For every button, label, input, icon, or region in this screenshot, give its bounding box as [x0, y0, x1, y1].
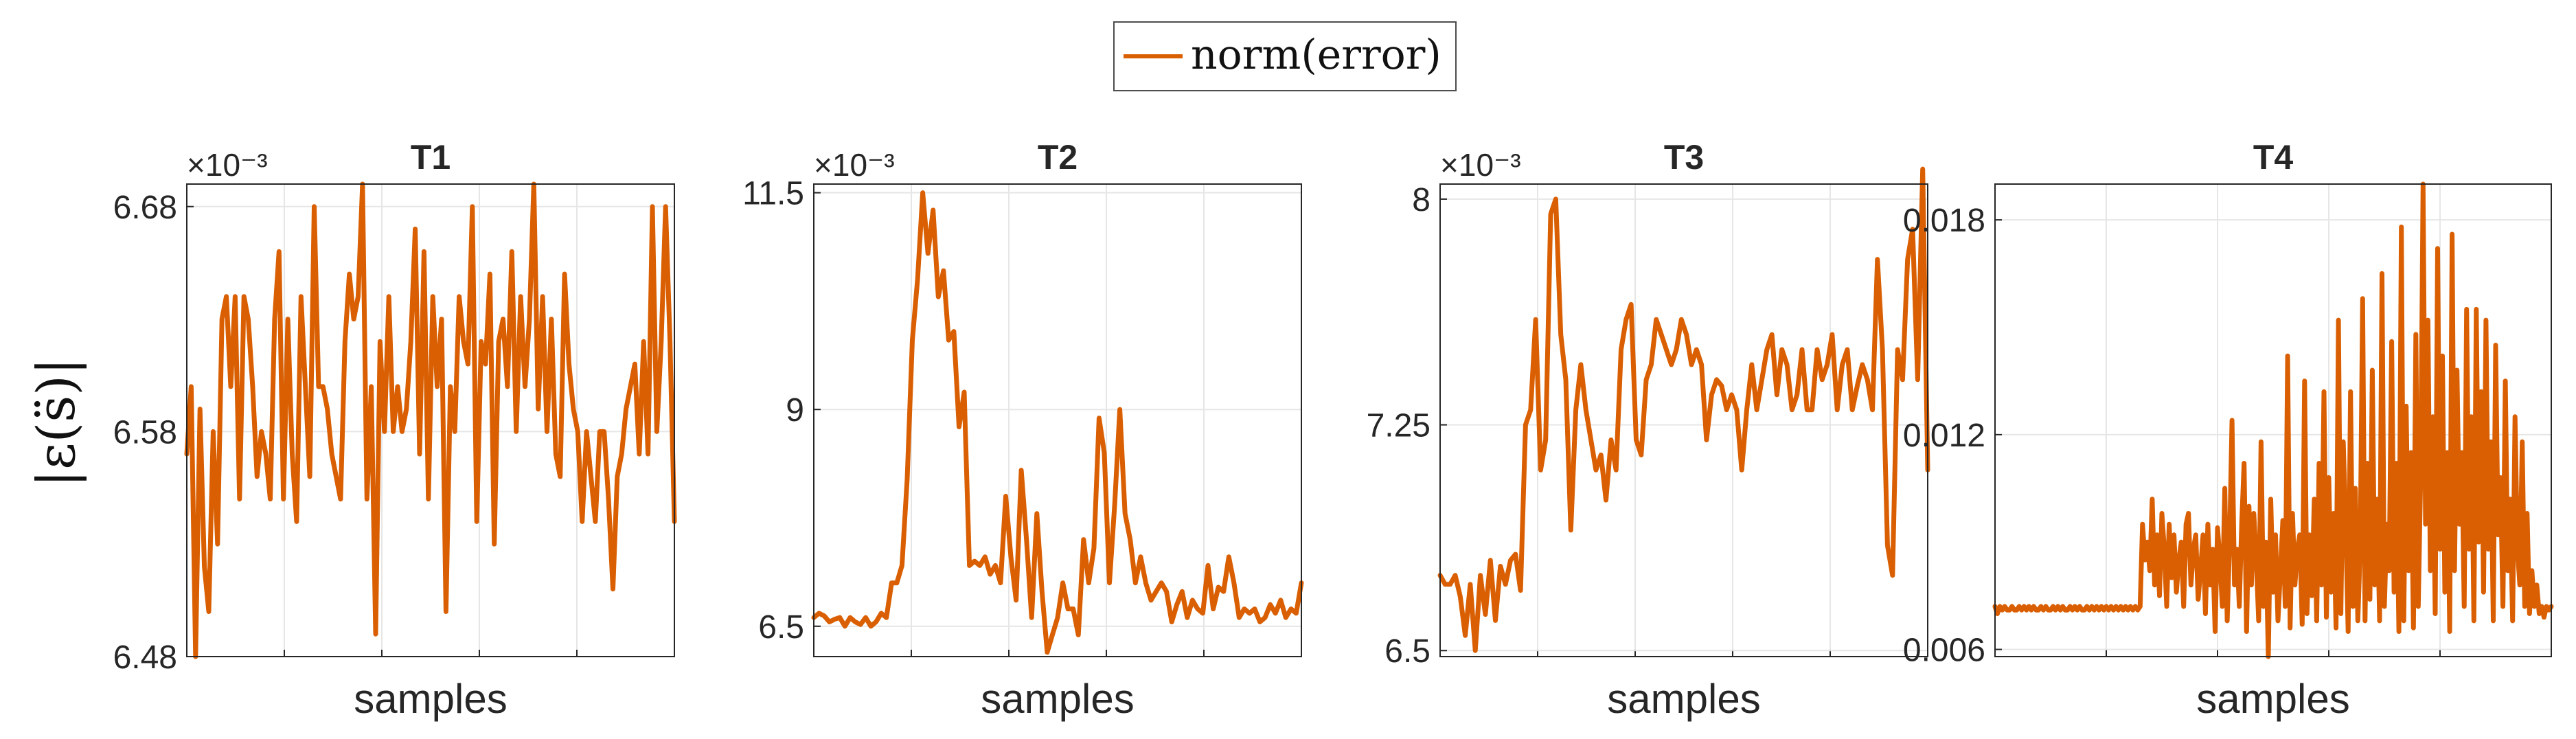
y-tick-label: 6.5	[758, 609, 804, 646]
subplot-title: T1	[411, 138, 451, 177]
y-exponent-label: ×10⁻³	[1440, 147, 1521, 183]
y-tick-label: 6.68	[113, 190, 177, 226]
series-line	[1437, 166, 1930, 653]
y-tick-label: 6.5	[1384, 633, 1431, 670]
series-line	[1992, 181, 2554, 659]
legend: norm(error)	[1113, 21, 1457, 91]
y-tick-label: 6.48	[113, 639, 177, 676]
y-tick-label: 0.018	[1903, 203, 1985, 239]
subplot-title: T4	[2253, 138, 2294, 177]
x-axis-label: samples	[1607, 676, 1760, 722]
y-tick-label: 6.58	[113, 414, 177, 451]
plot-area	[814, 184, 1301, 657]
plot-area	[1440, 184, 1928, 657]
x-axis-label: samples	[354, 676, 507, 722]
y-tick-label: 7.25	[1367, 408, 1431, 444]
subplot-title: T2	[1038, 138, 1078, 177]
axes-frame	[1994, 183, 2552, 657]
y-exponent-label: ×10⁻³	[814, 147, 895, 183]
subplot-t3: 6.5 7.25 8 T3 ×10⁻³ samples	[1367, 138, 1930, 722]
figure-ylabel: |ε(s̈)|	[25, 358, 87, 488]
y-tick-label: 8	[1412, 182, 1431, 218]
legend-label: norm(error)	[1191, 31, 1441, 79]
subplot-t4: 0.006 0.012 0.018 T4 samples	[1903, 138, 2554, 722]
y-exponent-label: ×10⁻³	[187, 147, 268, 183]
axes-frame	[1439, 183, 1928, 657]
x-axis-label: samples	[981, 676, 1134, 722]
y-tick-label: 0.006	[1903, 633, 1985, 669]
y-tick-label: 9	[786, 392, 804, 429]
y-tick-label: 11.5	[742, 176, 804, 212]
y-tick-label: 0.012	[1903, 418, 1985, 454]
axes-frame	[813, 183, 1302, 657]
subplot-t2: 6.5 9 11.5 T2 ×10⁻³ samples	[742, 138, 1304, 722]
subplot-t1: 6.48 6.58 6.68 T1 ×10⁻³ samples	[113, 138, 677, 722]
x-axis-label: samples	[2196, 676, 2349, 722]
series-line	[184, 181, 677, 659]
subplot-title: T3	[1664, 138, 1704, 177]
axes-frame	[186, 183, 675, 657]
series-line	[811, 190, 1304, 655]
